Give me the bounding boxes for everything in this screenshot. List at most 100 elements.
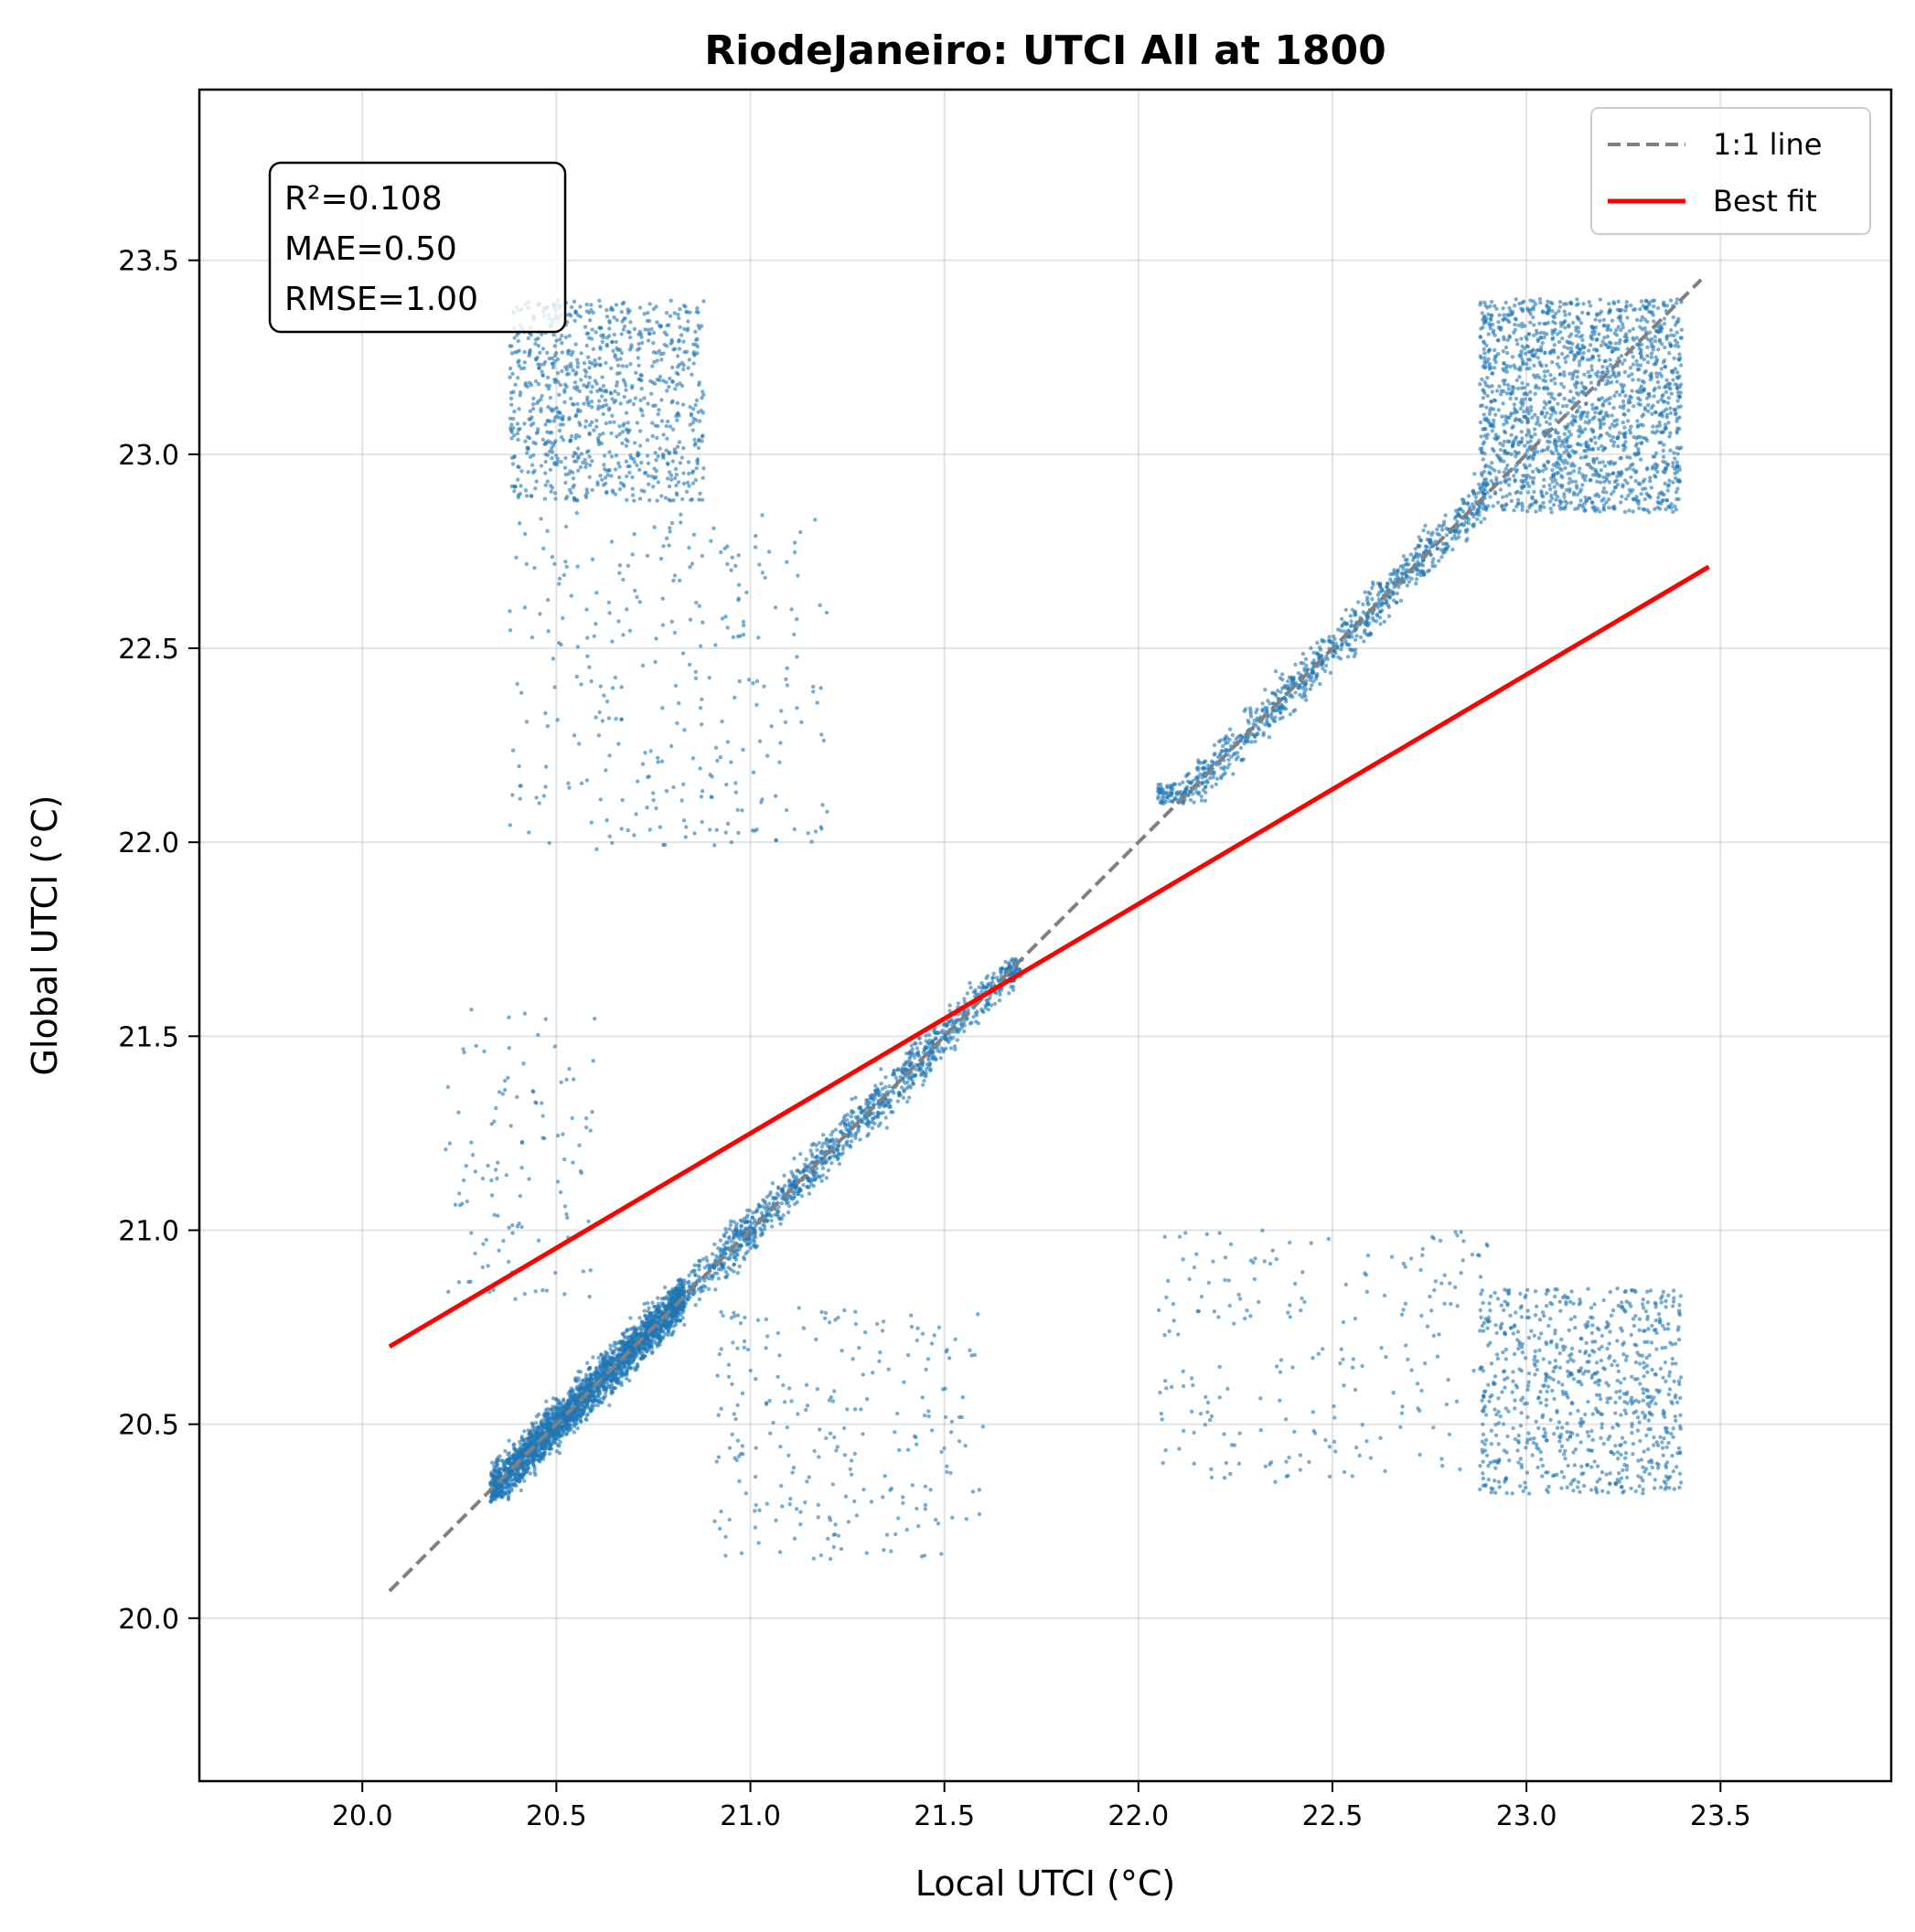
scatter-point: [674, 1318, 679, 1323]
scatter-point: [1552, 343, 1557, 347]
scatter-point: [1300, 651, 1306, 656]
scatter-point: [1503, 300, 1508, 305]
scatter-point: [562, 1414, 567, 1418]
scatter-point: [1370, 586, 1375, 591]
scatter-point: [1318, 681, 1322, 687]
scatter-point: [542, 1443, 547, 1447]
scatter-point: [1339, 616, 1344, 622]
scatter-point: [817, 1140, 821, 1146]
scatter-point: [1227, 762, 1232, 767]
scatter-point: [898, 1074, 903, 1080]
scatter-point: [1435, 531, 1439, 536]
scatter-point: [814, 1143, 818, 1147]
scatter-point: [1353, 612, 1358, 617]
scatter-point: [522, 1478, 527, 1483]
scatter-point: [878, 1121, 883, 1126]
scatter-point: [494, 1482, 498, 1488]
scatter-point: [666, 1324, 670, 1329]
scatter-point: [604, 1361, 609, 1365]
scatter-point: [510, 1478, 515, 1483]
scatter-point: [500, 1459, 506, 1464]
scatter-point: [1478, 382, 1482, 387]
scatter-point: [637, 1349, 642, 1353]
scatter-point: [1165, 785, 1170, 790]
scatter-point: [1263, 688, 1268, 692]
scatter-point: [853, 1131, 859, 1136]
scatter-point: [1297, 683, 1302, 688]
scatter-point: [1345, 655, 1351, 659]
scatter-point: [864, 1117, 870, 1122]
scatter-point: [619, 1368, 624, 1373]
scatter-point: [748, 1245, 753, 1251]
scatter-point: [573, 1376, 578, 1381]
scatter-point: [1514, 396, 1519, 401]
scatter-point: [947, 1003, 952, 1008]
scatter-point: [853, 1136, 858, 1140]
scatter-point: [647, 1306, 651, 1310]
scatter-point: [604, 1380, 609, 1384]
scatter-point: [1390, 571, 1396, 576]
scatter-point: [890, 1088, 895, 1094]
scatter-point: [575, 1392, 580, 1396]
scatter-point: [1407, 562, 1411, 567]
scatter-point: [609, 1386, 614, 1392]
scatter-point: [1273, 715, 1278, 720]
scatter-point: [1466, 494, 1471, 498]
scatter-point: [643, 1345, 647, 1350]
scatter-point: [1443, 541, 1448, 546]
scatter-point: [727, 1255, 732, 1261]
scatter-point: [1501, 306, 1505, 311]
scatter-point: [554, 1396, 559, 1402]
scatter-point: [655, 1344, 659, 1349]
scatter-point: [548, 1407, 553, 1412]
scatter-point: [1219, 749, 1225, 753]
scatter-point: [618, 1341, 624, 1346]
scatter-point: [726, 1236, 732, 1241]
scatter-point: [1313, 677, 1319, 681]
scatter-point: [1363, 590, 1367, 594]
scatter-point: [557, 1402, 562, 1407]
scatter-point: [588, 1394, 593, 1400]
scatter-point: [1403, 558, 1408, 562]
scatter-point: [696, 1275, 701, 1279]
scatter-point: [1204, 778, 1210, 784]
scatter-point: [1209, 759, 1214, 763]
scatter-point: [1219, 776, 1224, 781]
scatter-point: [793, 1190, 797, 1194]
scatter-point: [569, 1427, 573, 1432]
scatter-point: [527, 1436, 532, 1441]
scatter-point: [758, 1233, 764, 1238]
scatter-point: [532, 1470, 537, 1475]
scatter-point: [1421, 528, 1426, 533]
scatter-point: [843, 1124, 848, 1128]
scatter-point: [985, 1001, 990, 1006]
scatter-point: [836, 1152, 841, 1157]
scatter-point: [1403, 570, 1408, 574]
scatter-point: [650, 1300, 655, 1306]
scatter-point: [512, 1482, 518, 1487]
scatter-point: [1401, 563, 1406, 568]
scatter-point: [506, 1482, 511, 1487]
scatter-point: [925, 1062, 929, 1067]
scatter-point: [792, 1156, 797, 1161]
scatter-point: [1251, 721, 1257, 727]
scatter-point: [897, 1094, 902, 1098]
scatter-point: [624, 1376, 629, 1382]
scatter-point: [765, 1194, 769, 1200]
scatter-point: [880, 1086, 885, 1092]
scatter-point: [1367, 633, 1373, 637]
scatter-point: [574, 1399, 580, 1404]
scatter-point: [1169, 789, 1173, 794]
scatter-point: [1667, 478, 1672, 483]
scatter-point: [1612, 393, 1617, 399]
scatter-point: [1456, 507, 1460, 513]
scatter-point: [830, 1138, 835, 1144]
scatter-point: [1298, 692, 1302, 698]
scatter-point: [1358, 635, 1364, 640]
scatter-point: [1498, 480, 1503, 486]
scatter-point: [1581, 350, 1586, 356]
scatter-point: [644, 1318, 648, 1322]
scatter-point: [1405, 583, 1410, 588]
scatter-point: [553, 1407, 559, 1412]
scatter-point: [1498, 447, 1503, 453]
